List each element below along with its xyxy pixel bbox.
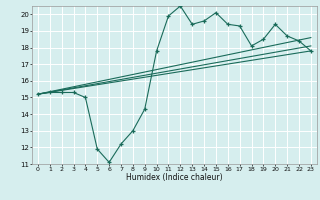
X-axis label: Humidex (Indice chaleur): Humidex (Indice chaleur) — [126, 173, 223, 182]
